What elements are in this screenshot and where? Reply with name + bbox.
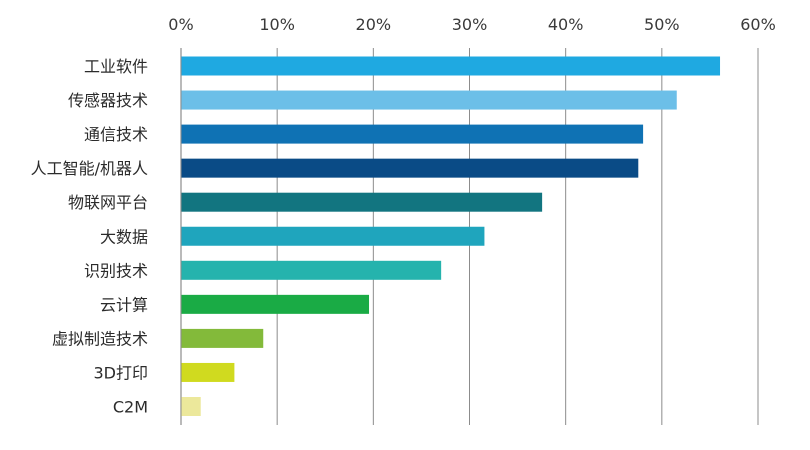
bar (181, 56, 721, 76)
category-label: 传感器技术 (68, 91, 148, 110)
category-label: 识别技术 (84, 261, 148, 280)
bar (181, 294, 370, 314)
category-label: 虚拟制造技术 (52, 329, 148, 348)
x-tick-label: 10% (259, 15, 295, 34)
bar (181, 328, 264, 348)
category-label: 工业软件 (84, 57, 148, 76)
category-label: 3D打印 (93, 363, 148, 382)
bar (181, 124, 644, 144)
category-labels: 工业软件传感器技术通信技术人工智能/机器人物联网平台大数据识别技术云计算虚拟制造… (31, 57, 148, 417)
x-axis-ticks: 0% 10% 20% 30% 40% 50% 60% (168, 15, 775, 34)
category-label: C2M (113, 398, 148, 417)
x-tick-label: 50% (644, 15, 680, 34)
category-label: 大数据 (100, 227, 148, 246)
x-tick-label: 30% (452, 15, 488, 34)
bar (181, 158, 639, 178)
category-label: 通信技术 (84, 125, 148, 144)
bar (181, 260, 442, 280)
bar (181, 362, 235, 382)
x-tick-label: 0% (168, 15, 193, 34)
x-tick-label: 40% (548, 15, 584, 34)
gridlines (180, 48, 759, 425)
x-tick-label: 60% (740, 15, 776, 34)
bar (181, 397, 201, 416)
category-label: 云计算 (100, 295, 148, 314)
x-tick-label: 20% (356, 15, 392, 34)
category-label: 物联网平台 (68, 193, 148, 212)
bar (181, 226, 485, 246)
bar (181, 192, 543, 212)
bars (181, 56, 721, 416)
category-label: 人工智能/机器人 (31, 159, 148, 178)
bar (181, 90, 677, 110)
